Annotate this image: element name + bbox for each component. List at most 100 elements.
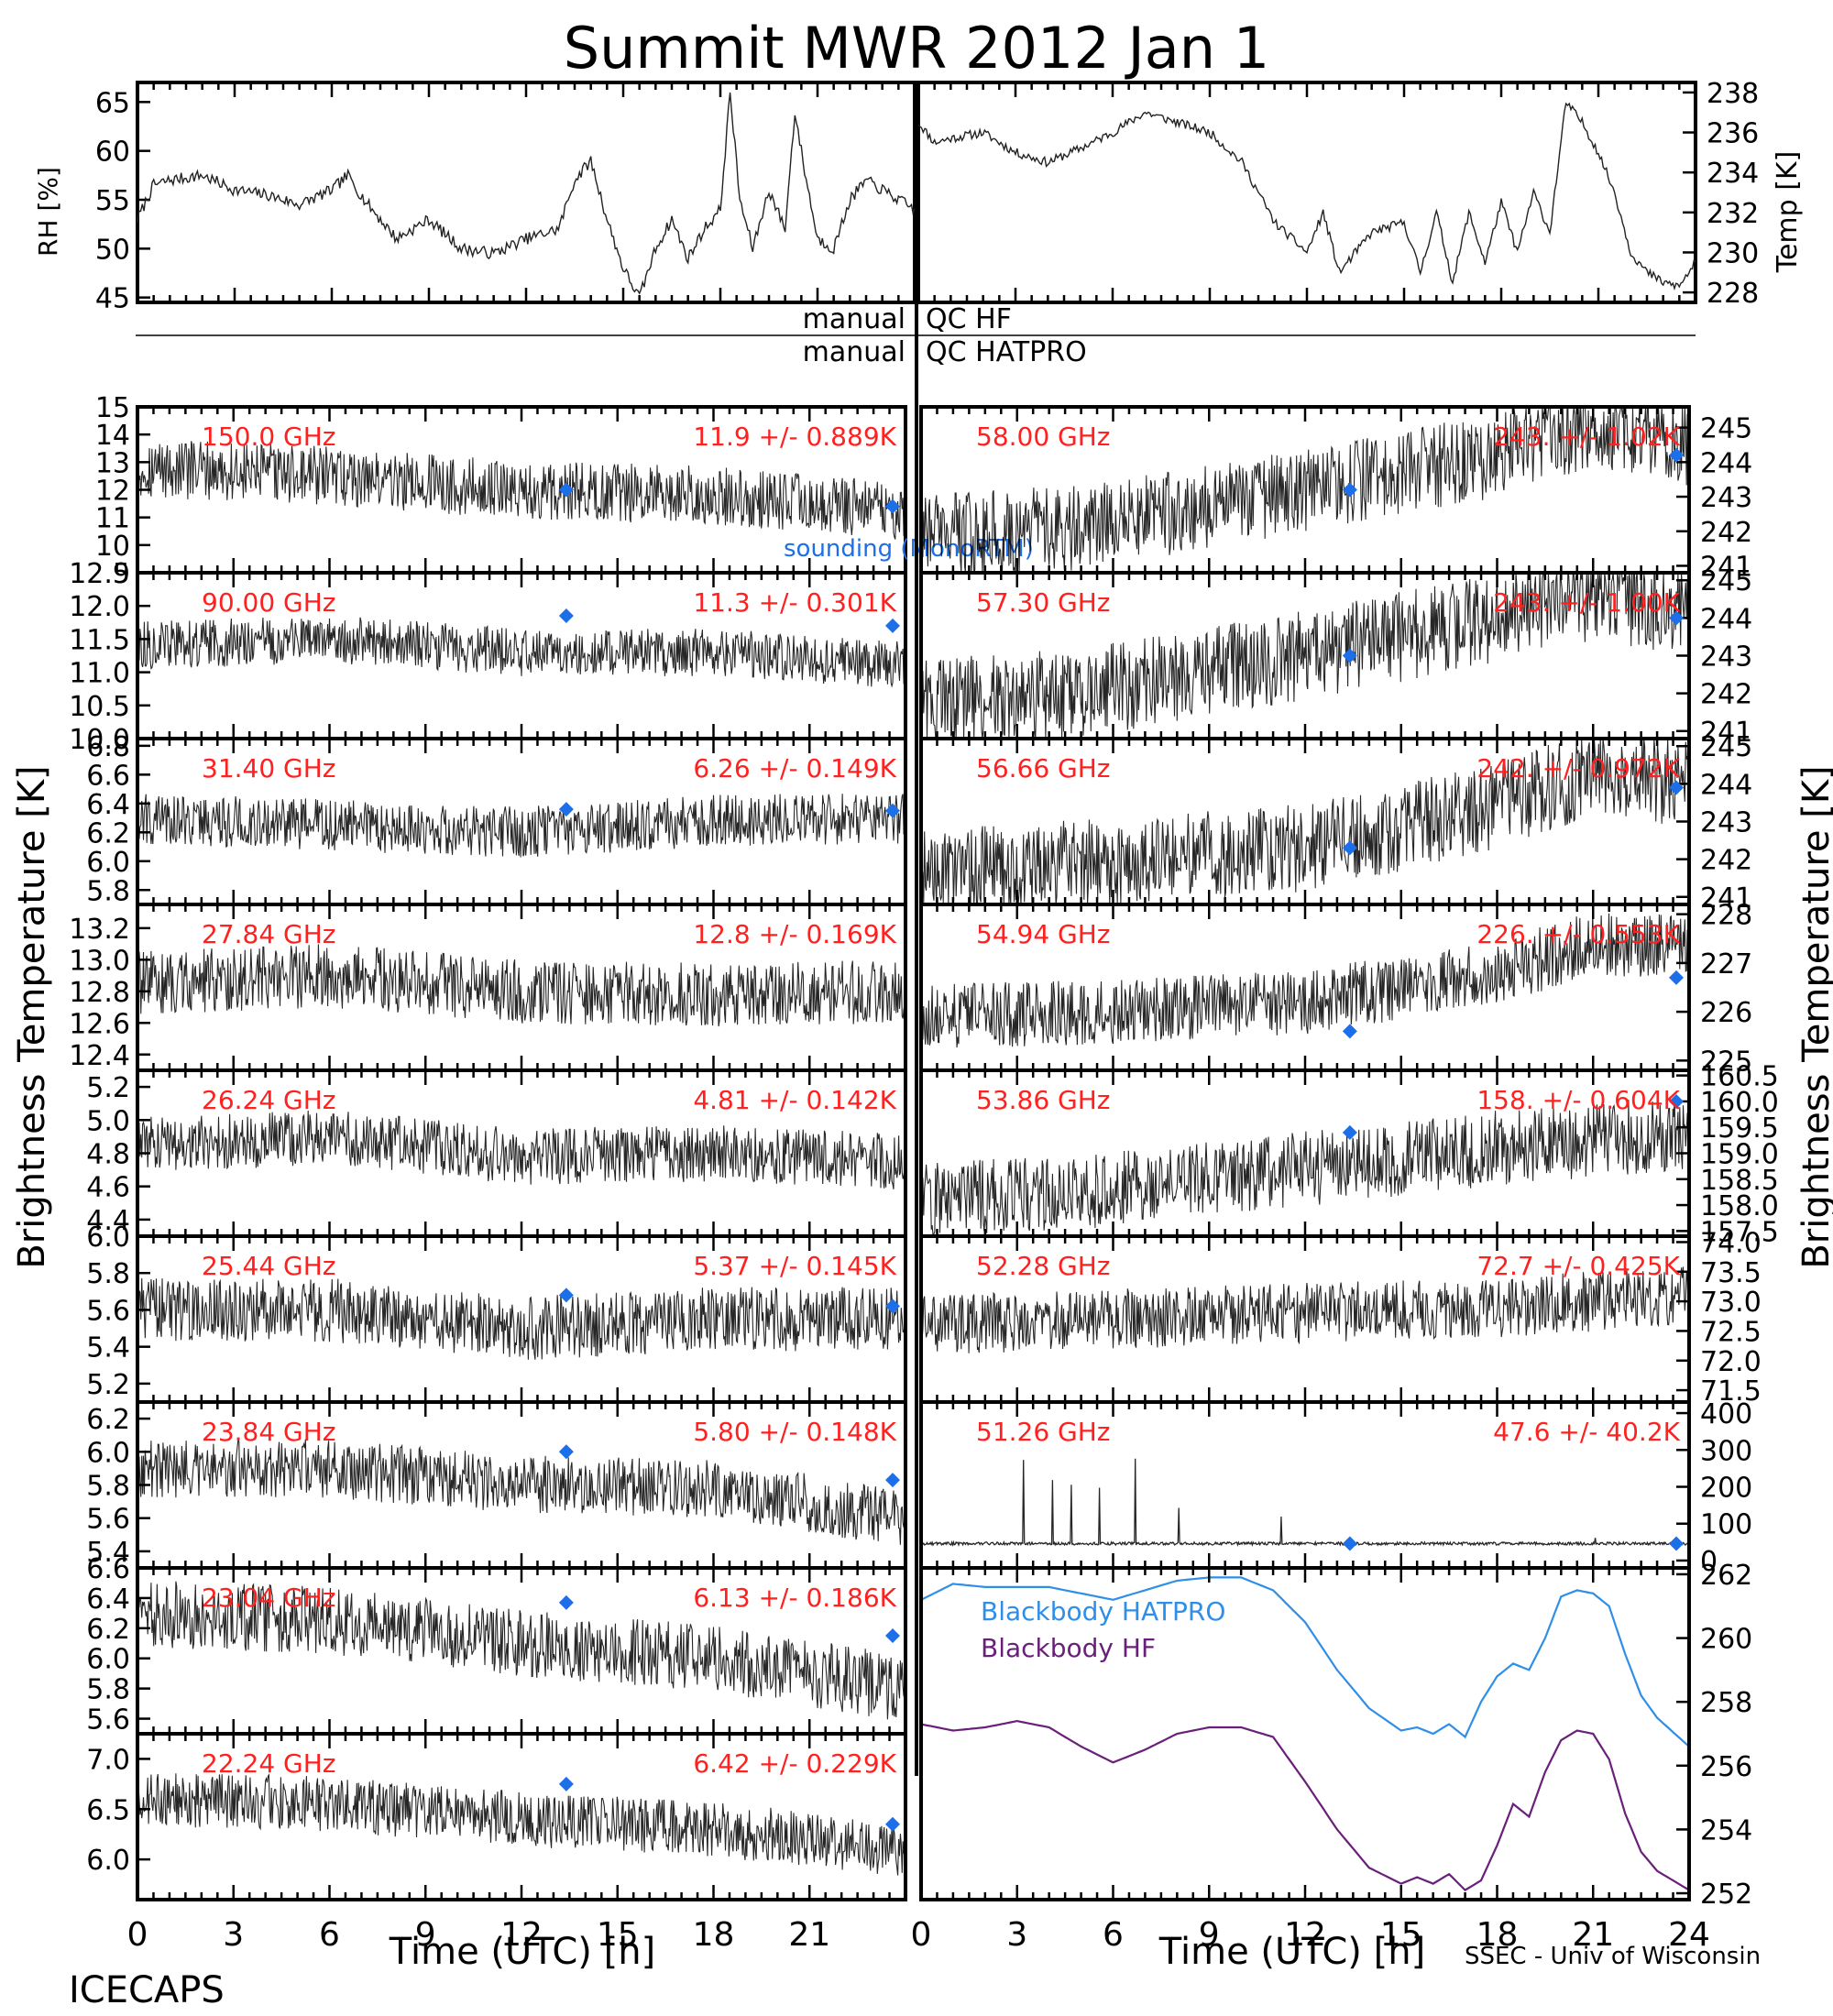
- y-tick-label: 157.5: [1700, 1216, 1779, 1248]
- y-tick-label: 241: [1700, 717, 1752, 749]
- freq-label: 22.24 GHz: [202, 1748, 336, 1779]
- x-tick-label: 6: [1103, 1916, 1124, 1954]
- y-tick-label: 243: [1700, 807, 1752, 839]
- freq-label: 25.44 GHz: [202, 1251, 336, 1281]
- freq-label: 23.84 GHz: [202, 1417, 336, 1447]
- y-tick-label: 6.0: [86, 1437, 130, 1469]
- y-tick-label: 230: [1707, 237, 1759, 269]
- y-tick-label: 5.4: [86, 1332, 130, 1364]
- panel-ch5730: 241 242 243 244 245 57.30 GHz 243. +/- 1.00K: [919, 565, 1752, 749]
- y-tick-label: 6.6: [86, 1553, 130, 1585]
- sounding-marker: [885, 618, 900, 633]
- sounding-marker: [1669, 1093, 1684, 1109]
- stat-label: 5.37 +/- 0.145K: [693, 1251, 896, 1281]
- sounding-marker: [558, 1594, 574, 1610]
- y-tick-label: 65: [95, 87, 130, 119]
- y-tick-label: 160.0: [1700, 1087, 1779, 1119]
- data-trace: [137, 617, 906, 688]
- y-tick-label: 160.5: [1700, 1061, 1779, 1093]
- y-tick-label: 12.6: [69, 1008, 130, 1040]
- y-tick-label: 100: [1700, 1509, 1752, 1541]
- legend-label-1: Blackbody HF: [981, 1633, 1156, 1663]
- y-tick-label: 13.2: [69, 914, 130, 946]
- panel-ch5666: 241 242 243 244 245 56.66 GHz 242. +/- 0.972K: [919, 731, 1752, 915]
- y-tick-label: 13: [95, 447, 130, 479]
- stat-label: 158. +/- 0.604K: [1476, 1085, 1680, 1115]
- y-tick-label: 11.5: [69, 624, 130, 656]
- y-tick-label: 5.4: [86, 1537, 130, 1569]
- y-tick-label: 226: [1700, 997, 1752, 1029]
- x-tick-label: 12: [1284, 1916, 1326, 1954]
- sounding-marker: [885, 1816, 900, 1832]
- y-tick-label: 72.0: [1700, 1346, 1762, 1378]
- y-tick-label: 5.8: [86, 1674, 130, 1706]
- y-tick-label: 159.0: [1700, 1139, 1779, 1171]
- data-trace: [920, 738, 1690, 906]
- y-tick-label: 12.8: [69, 977, 130, 1009]
- stat-label: 47.6 +/- 40.2K: [1493, 1417, 1680, 1447]
- y-tick-label: 74.0: [1700, 1227, 1762, 1259]
- x-axis-label-right: Time (UTC) [h]: [1158, 1931, 1425, 1973]
- data-trace: [920, 913, 1690, 1048]
- panel-ch2624: 4.44.64.85.05.2 26.24 GHz 4.81 +/- 0.142K: [86, 1068, 907, 1238]
- y-tick-label: 73.5: [1700, 1257, 1762, 1289]
- x-tick-label: 18: [1476, 1916, 1519, 1954]
- y-tick-label: 5.8: [86, 1258, 130, 1290]
- sounding-marker: [558, 608, 574, 624]
- y-tick-label: 5.8: [86, 1471, 130, 1503]
- sounding-marker: [1669, 1536, 1684, 1551]
- footer-right: SSEC - Univ of Wisconsin: [1465, 1943, 1761, 1970]
- y-tick-label: 12.5: [69, 558, 130, 590]
- x-tick-label: 9: [1199, 1916, 1220, 1954]
- freq-label: 52.28 GHz: [976, 1251, 1111, 1281]
- y-tick-label: 227: [1700, 948, 1752, 981]
- x-tick-label: 0: [911, 1916, 932, 1954]
- qc-hatpro-label: manual: [803, 336, 906, 368]
- stat-label: 226. +/- 0.553K: [1476, 919, 1680, 949]
- sounding-marker: [558, 1444, 574, 1460]
- y-tick-label: 228: [1700, 900, 1752, 932]
- y-tick-label: 15: [95, 392, 130, 424]
- y-tick-label: 10.0: [69, 724, 130, 756]
- y-tick-label: 6.8: [86, 731, 130, 763]
- data-trace: [137, 441, 906, 540]
- panel-ch90: 10.010.511.011.512.012.5 90.00 GHz 11.3 +/…: [69, 558, 907, 756]
- data-trace: [920, 1266, 1690, 1353]
- stat-label: 72.7 +/- 0.425K: [1476, 1251, 1680, 1281]
- freq-label: 27.84 GHz: [202, 919, 336, 949]
- sounding-marker: [558, 1776, 574, 1791]
- y-tick-label: 236: [1707, 118, 1759, 150]
- freq-label: 26.24 GHz: [202, 1085, 336, 1115]
- freq-label: 56.66 GHz: [976, 753, 1111, 783]
- data-trace: [920, 1096, 1690, 1236]
- freq-label: 150.0 GHz: [202, 422, 336, 452]
- data-trace: [920, 1458, 1690, 1548]
- stat-label: 12.8 +/- 0.169K: [693, 919, 896, 949]
- y-tick-label: 11: [95, 503, 130, 535]
- y-tick-label: 71.5: [1700, 1375, 1762, 1408]
- temp-panel-frame: [916, 81, 1697, 304]
- x-tick-label: 3: [1006, 1916, 1027, 1954]
- y-tick-label: 14: [95, 420, 130, 452]
- x-tick-label: 9: [415, 1916, 436, 1954]
- data-trace: [137, 1439, 906, 1545]
- x-tick-label: 3: [223, 1916, 244, 1954]
- y-tick-label: 158.5: [1700, 1165, 1779, 1197]
- y-tick-label: 243: [1700, 482, 1752, 514]
- sounding-marker: [1669, 970, 1684, 985]
- sounding-marker: [885, 1473, 900, 1488]
- data-trace: [137, 1581, 906, 1720]
- panels: 4550556065228230232234236238910111213141…: [69, 78, 1779, 1954]
- sounding-marker: [558, 802, 574, 817]
- y-tick-label: 11.0: [69, 658, 130, 690]
- y-tick-label: 244: [1700, 603, 1752, 635]
- y-tick-label: 262: [1700, 1560, 1752, 1592]
- y-tick-label: 12.0: [69, 591, 130, 623]
- rh-panel-frame: [136, 81, 916, 304]
- sounding-marker: [885, 499, 900, 514]
- stat-label: 242. +/- 0.972K: [1476, 753, 1680, 783]
- y-tick-label: 0: [1700, 1546, 1718, 1578]
- freq-label: 54.94 GHz: [976, 919, 1111, 949]
